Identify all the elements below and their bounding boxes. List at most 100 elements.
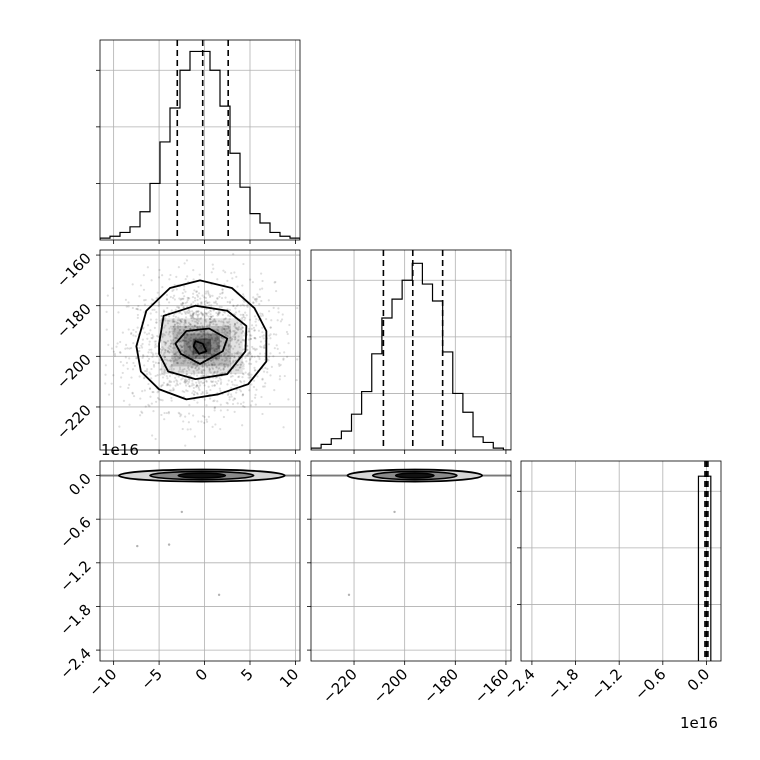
sample-point (233, 410, 236, 413)
sample-point (186, 341, 189, 344)
sample-point (135, 356, 138, 359)
sample-point (209, 359, 212, 362)
sample-point (205, 389, 208, 393)
sample-point (188, 404, 191, 407)
sample-point (143, 376, 146, 379)
sample-point (203, 384, 206, 387)
sample-point (213, 332, 217, 335)
sample-point (224, 324, 228, 328)
sample-point (203, 314, 206, 317)
sample-point (237, 335, 240, 338)
sample-point (147, 403, 150, 407)
sample-point (209, 309, 212, 312)
sample-point (202, 326, 205, 329)
sample-point (259, 345, 262, 348)
sample-point (206, 324, 209, 327)
sample-point (258, 355, 261, 358)
sample-point (180, 346, 183, 349)
sample-point (192, 269, 195, 272)
sample-point (178, 356, 181, 360)
sample-point (253, 336, 256, 340)
sample-point (189, 336, 192, 339)
sample-point (202, 329, 206, 333)
sample-point (168, 381, 171, 384)
sample-point (131, 368, 135, 371)
sample-point (239, 379, 242, 383)
sample-point (206, 341, 210, 344)
sample-point (209, 310, 212, 313)
sample-point (189, 345, 192, 348)
sample-point (247, 327, 251, 330)
sample-point (175, 382, 178, 385)
sample-point (241, 313, 245, 316)
sample-point (209, 344, 212, 347)
sample-point (181, 302, 184, 305)
sample-point (219, 403, 222, 406)
sample-point (130, 331, 133, 335)
sample-point (233, 352, 236, 355)
sample-point (232, 304, 235, 307)
sample-point (172, 388, 176, 391)
sample-point (244, 316, 247, 320)
sample-point (161, 336, 164, 339)
sample-point (161, 334, 164, 337)
sample-point (172, 318, 175, 321)
sample-point (157, 361, 160, 365)
sample-point (158, 268, 161, 272)
sample-point (184, 319, 187, 322)
sample-point (115, 345, 118, 348)
sample-point (169, 345, 172, 348)
sample-point (187, 325, 190, 328)
sample-point (202, 368, 205, 372)
sample-point (177, 332, 181, 335)
sample-point (169, 325, 173, 328)
sample-point (199, 322, 203, 325)
sample-point (185, 241, 187, 243)
x-scale-offset-label: 1e16 (680, 714, 718, 732)
sample-point (152, 299, 155, 302)
sample-point (187, 321, 190, 324)
sample-point (211, 263, 214, 266)
sample-point (173, 298, 176, 301)
sample-point (158, 303, 161, 306)
sample-point (201, 335, 204, 338)
sample-point (199, 338, 202, 341)
sample-point (204, 311, 207, 314)
sample-point (253, 396, 257, 399)
sample-point (225, 357, 228, 360)
sample-point (162, 332, 165, 336)
sample-point (192, 352, 195, 356)
sample-point (236, 321, 239, 324)
sample-point (193, 398, 196, 402)
sample-point (266, 367, 269, 371)
sample-point (213, 350, 217, 353)
sample-point (219, 355, 222, 358)
sample-point (222, 318, 226, 321)
sample-point (183, 380, 187, 383)
sample-point (241, 339, 244, 342)
sample-point (244, 356, 247, 359)
sample-point (165, 411, 168, 415)
sample-point (254, 393, 257, 396)
sample-point (168, 350, 171, 354)
sample-point (216, 400, 219, 403)
sample-point (184, 312, 187, 315)
sample-point (173, 336, 177, 340)
sample-point (130, 332, 133, 336)
sample-point (200, 316, 203, 319)
sample-point (254, 337, 257, 340)
sample-point (156, 374, 159, 377)
sample-point (205, 373, 208, 377)
sample-point (252, 301, 255, 304)
sample-point (232, 335, 235, 338)
x-tick-label: −200 (370, 665, 412, 707)
sample-point (253, 329, 256, 332)
sample-point (191, 361, 194, 364)
sample-point (167, 543, 171, 546)
sample-point (233, 331, 237, 334)
sample-point (227, 354, 230, 358)
contour-line (177, 472, 227, 479)
sample-point (238, 346, 241, 349)
sample-point (241, 424, 244, 427)
sample-point (205, 379, 208, 383)
